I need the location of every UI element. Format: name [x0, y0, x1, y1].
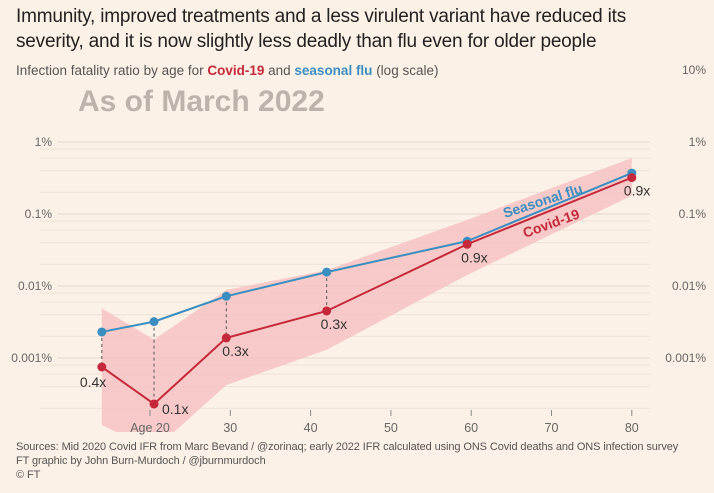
ratio-label: 0.9x — [624, 183, 650, 199]
ratio-label: 0.3x — [321, 316, 347, 332]
date-annotation: As of March 2022 — [78, 85, 325, 118]
data-point — [97, 362, 107, 372]
series-line — [101, 172, 633, 333]
x-tick-label: 50 — [384, 421, 398, 435]
chart-header: Immunity, improved treatments and a less… — [16, 4, 676, 120]
x-tick-label: 30 — [223, 421, 237, 435]
x-tick-label: 40 — [304, 421, 318, 435]
ratio-label: 0.3x — [222, 343, 248, 359]
ratio-label: 0.4x — [80, 374, 106, 390]
x-tick-label: 60 — [464, 421, 478, 435]
data-point — [149, 399, 159, 409]
flu-label: seasonal flu — [294, 63, 373, 78]
x-tick-label: 80 — [625, 421, 639, 435]
x-tick-label: Age 20 — [130, 421, 170, 435]
data-point — [322, 306, 332, 316]
data-point — [149, 317, 159, 327]
chart-title: Immunity, improved treatments and a less… — [16, 6, 627, 52]
data-point — [221, 333, 231, 343]
ratio-label: 0.9x — [461, 249, 487, 265]
y-tick-label-right: 10% — [682, 63, 706, 77]
covid-label: Covid-19 — [207, 63, 265, 78]
y-tick-label-left: 0.1% — [25, 207, 53, 221]
y-tick-label-left: 1% — [35, 135, 53, 149]
data-point — [97, 327, 107, 337]
ratio-label: 0.1x — [162, 401, 188, 417]
y-tick-label-left: 0.001% — [11, 351, 52, 365]
data-point — [322, 267, 332, 277]
sources: Sources: Mid 2020 Covid IFR from Marc Be… — [16, 441, 679, 481]
y-tick-label-right: 0.001% — [665, 351, 706, 365]
y-tick-label-right: 0.01% — [672, 279, 706, 293]
series-line — [101, 176, 633, 406]
y-tick-label-right: 0.1% — [679, 207, 707, 221]
y-tick-label-left: 0.01% — [18, 279, 52, 293]
y-tick-label-right: 1% — [689, 135, 707, 149]
uncertainty-band — [101, 157, 632, 432]
chart-subtitle: Infection fatality ratio by age for Covi… — [16, 63, 439, 78]
data-point — [221, 291, 231, 301]
x-tick-label: 70 — [545, 421, 559, 435]
data-point — [627, 173, 637, 183]
data-point — [462, 239, 472, 249]
